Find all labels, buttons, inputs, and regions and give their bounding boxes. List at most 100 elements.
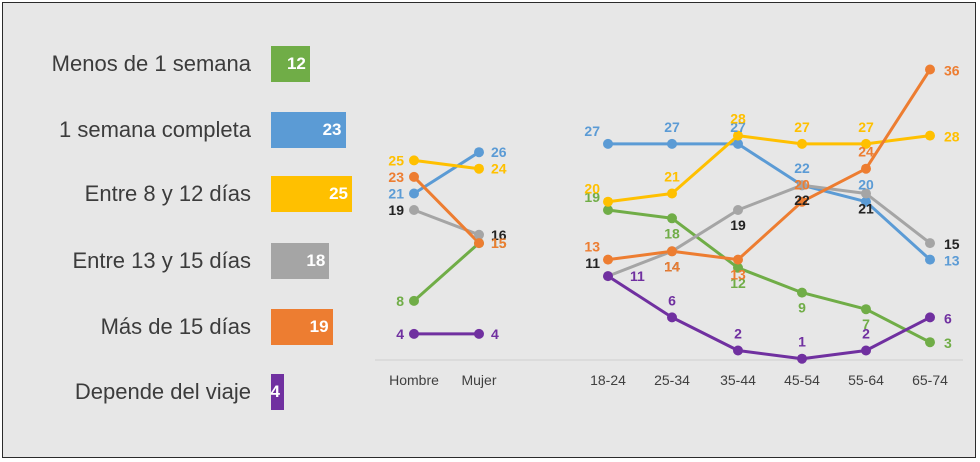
data-point	[733, 130, 743, 141]
gender-series-line	[412, 241, 481, 303]
age-series-line	[606, 274, 932, 361]
data-label: 27	[794, 119, 810, 135]
x-tick-label: Hombre	[389, 372, 439, 388]
data-label: 19	[730, 217, 746, 233]
data-point	[861, 163, 871, 174]
data-point	[733, 262, 743, 273]
data-point	[733, 138, 743, 149]
data-label: 4	[491, 326, 499, 342]
data-label: 24	[858, 144, 874, 160]
data-point	[733, 345, 743, 356]
data-point	[474, 147, 484, 158]
category-total-value: 18	[306, 251, 326, 270]
age-series-line	[606, 208, 932, 344]
data-point	[925, 337, 935, 348]
data-point	[797, 353, 807, 364]
category-total-bar	[271, 374, 284, 410]
data-point	[409, 171, 419, 182]
data-point	[667, 138, 677, 149]
data-label: 21	[388, 185, 404, 201]
x-tick-label: 35-44	[720, 372, 756, 388]
x-tick-label: 18-24	[590, 372, 626, 388]
data-label: 1	[798, 334, 806, 350]
data-point	[474, 163, 484, 174]
data-point	[667, 312, 677, 323]
category-total-value: 19	[309, 317, 329, 336]
data-point	[925, 254, 935, 265]
data-label: 14	[664, 258, 680, 274]
data-label: 8	[396, 293, 404, 309]
category-label: Menos de 1 semana	[51, 51, 251, 76]
data-label: 20	[794, 177, 810, 193]
data-point	[409, 328, 419, 339]
data-point	[409, 295, 419, 306]
data-point	[861, 138, 871, 149]
data-label: 15	[491, 235, 507, 251]
data-point	[667, 213, 677, 224]
line-chart: Hombre Mujer 18-24 25-34 35-44 45-54 55-64 65-7…	[375, 63, 963, 388]
data-label: 15	[944, 236, 960, 252]
data-label: 7	[862, 316, 870, 332]
data-label: 12	[730, 275, 746, 291]
data-label: 27	[730, 119, 746, 135]
category-total-bar	[271, 243, 330, 279]
data-label: 6	[944, 310, 952, 326]
data-point	[603, 205, 613, 215]
data-point	[861, 196, 871, 207]
age-series-line	[606, 142, 932, 262]
data-label: 11	[630, 268, 645, 284]
data-label: 27	[584, 123, 600, 139]
category-total-bar	[271, 112, 346, 148]
x-tick-label: Mujer	[461, 372, 496, 388]
data-label: 26	[491, 144, 507, 160]
data-label: 28	[730, 111, 746, 127]
data-label: 13	[944, 253, 960, 269]
data-point	[925, 312, 935, 323]
category-total-bar	[271, 46, 310, 82]
data-point	[409, 205, 419, 215]
data-label: 21	[858, 200, 874, 216]
data-point	[409, 188, 419, 199]
data-point	[667, 188, 677, 199]
data-label: 25	[388, 152, 404, 168]
category-total-bar	[271, 176, 352, 212]
data-label: 15	[491, 235, 507, 251]
category-label: Entre 8 y 12 días	[84, 181, 251, 206]
data-point	[474, 229, 484, 240]
data-point	[733, 254, 743, 265]
data-label: 3	[944, 335, 952, 351]
data-label: 22	[794, 192, 810, 208]
data-label: 4	[396, 326, 404, 342]
data-point	[861, 304, 871, 315]
data-point	[861, 188, 871, 199]
x-tick-label: 65-74	[912, 372, 948, 388]
age-series-line	[606, 183, 932, 278]
category-total-bar	[271, 309, 333, 345]
data-label: 20	[858, 177, 874, 193]
category-label: Más de 15 días	[100, 314, 251, 339]
data-label: 27	[664, 119, 680, 135]
data-point	[797, 287, 807, 298]
data-label: 13	[584, 239, 600, 255]
data-label: 19	[584, 189, 600, 205]
data-label: 21	[664, 168, 680, 184]
data-label: 36	[944, 63, 960, 79]
data-label: 23	[388, 169, 404, 185]
data-point	[733, 205, 743, 215]
data-label: 24	[491, 161, 507, 177]
data-point	[925, 238, 935, 249]
data-point	[797, 138, 807, 149]
data-label: 20	[584, 181, 600, 197]
category-label: Depende del viaje	[74, 379, 251, 404]
data-point	[925, 130, 935, 141]
data-label: 2	[862, 325, 870, 341]
data-label: 14	[664, 258, 680, 274]
data-label: 28	[944, 129, 960, 145]
data-point	[797, 196, 807, 207]
data-point	[603, 138, 613, 149]
data-point	[603, 196, 613, 207]
data-label: 18	[664, 225, 680, 241]
data-label: 27	[858, 119, 874, 135]
data-point	[925, 64, 935, 75]
data-label: 2	[734, 325, 742, 341]
